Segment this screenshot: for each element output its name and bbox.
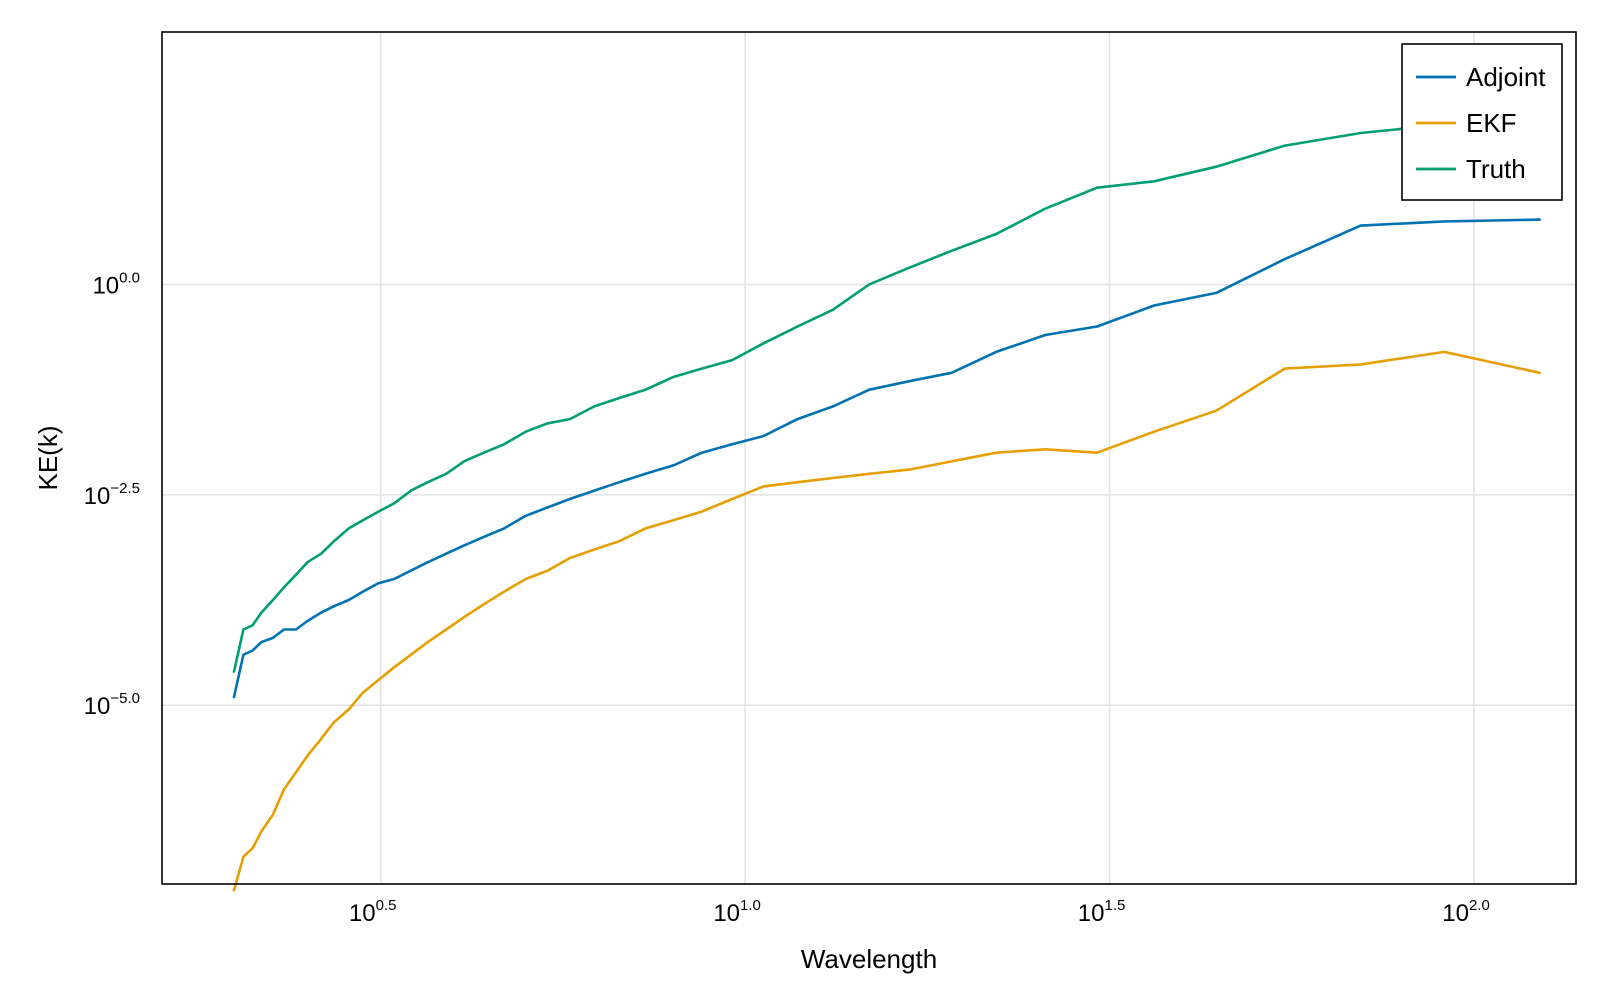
plot-frame — [161, 31, 1577, 885]
x-tick-label: 101.5 — [1078, 897, 1126, 927]
legend-item-ekf: EKF — [1416, 108, 1517, 138]
plot-series — [232, 114, 1541, 892]
grid-lines — [162, 32, 1576, 884]
x-axis-label: Wavelength — [801, 944, 937, 974]
y-tick-labels: 100.0 10−2.5 10−5.0 — [84, 269, 140, 720]
y-axis-label: KE(k) — [33, 426, 63, 491]
x-tick-labels: 100.5 101.0 101.5 102.0 — [349, 897, 1490, 927]
legend-label: EKF — [1466, 108, 1517, 138]
legend-box — [1401, 43, 1563, 201]
series-line-adjoint — [232, 218, 1541, 699]
x-tick-label: 100.5 — [349, 897, 397, 927]
legend-item-truth: Truth — [1416, 154, 1526, 184]
y-tick-label: 10−2.5 — [84, 480, 140, 510]
series-line-ekf — [232, 350, 1541, 892]
legend: Adjoint EKF Truth — [1401, 43, 1563, 201]
y-tick-label: 10−5.0 — [84, 690, 140, 720]
series-line-truth — [232, 114, 1541, 673]
legend-label: Truth — [1466, 154, 1526, 184]
x-tick-label: 102.0 — [1442, 897, 1490, 927]
legend-item-adjoint: Adjoint — [1416, 62, 1546, 92]
legend-label: Adjoint — [1466, 62, 1546, 92]
x-tick-label: 101.0 — [713, 897, 761, 927]
y-tick-label: 100.0 — [92, 269, 140, 299]
